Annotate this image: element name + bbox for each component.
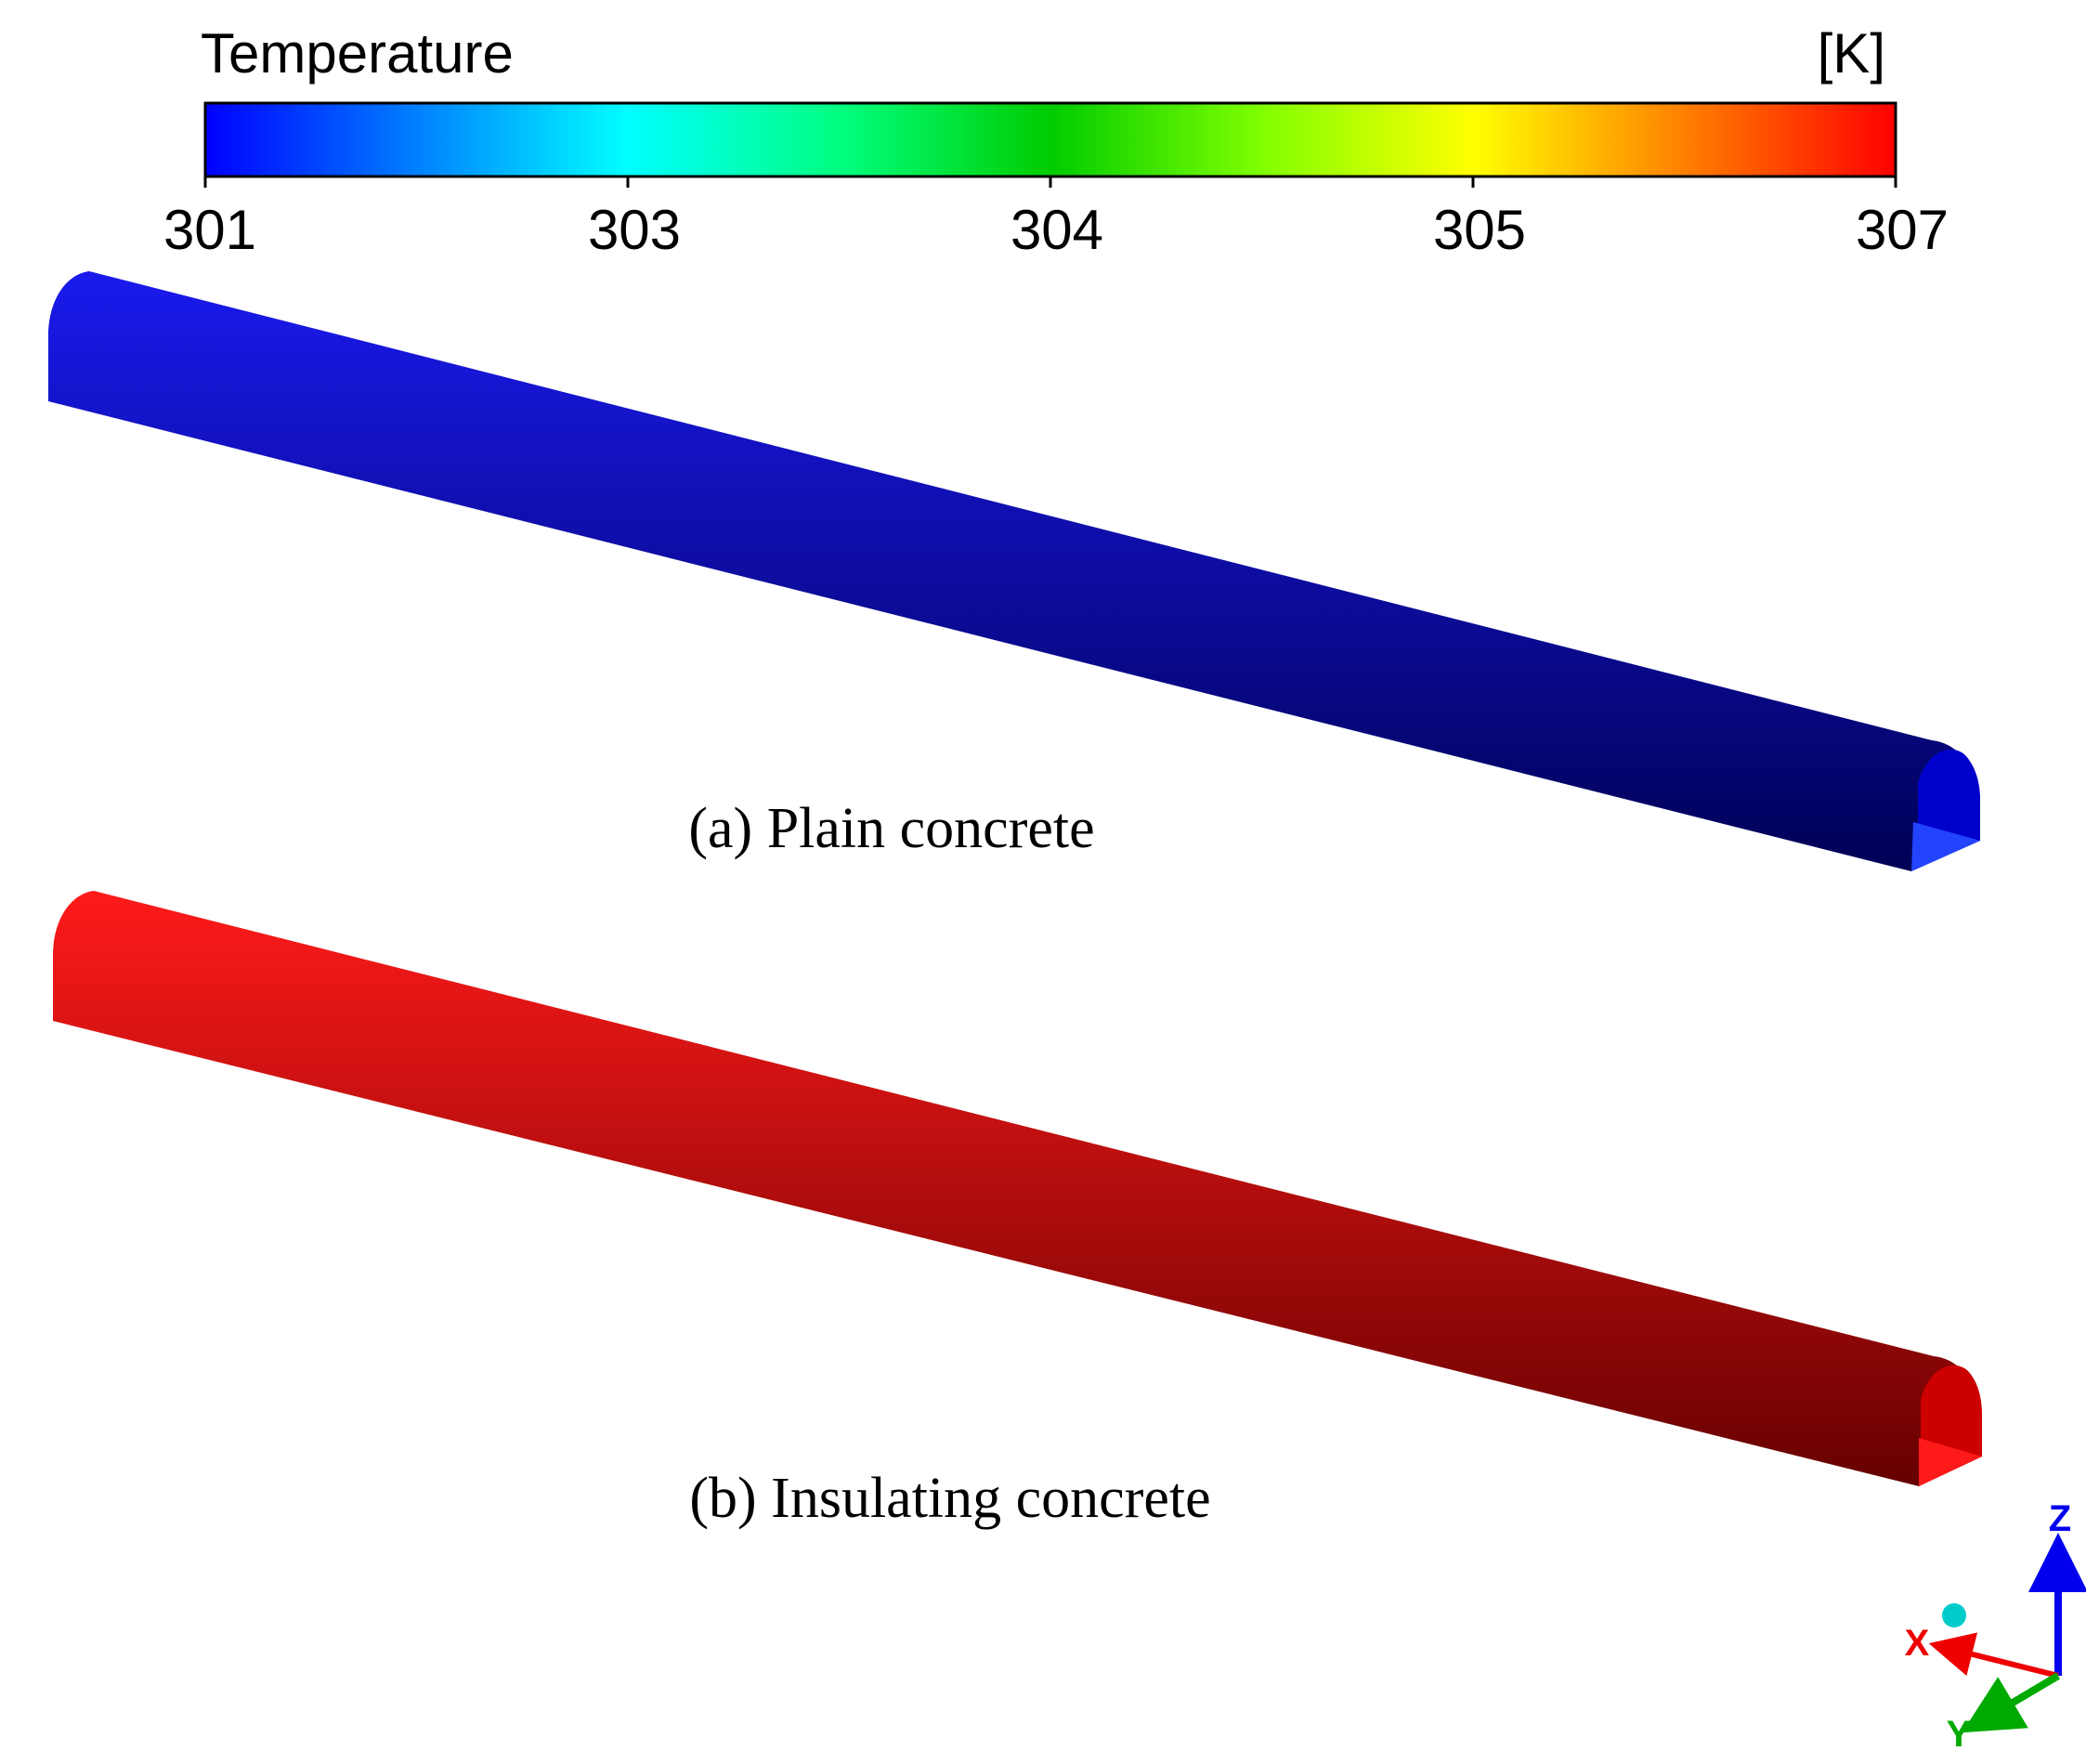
triad-x-sphere: [1958, 1639, 1973, 1653]
caption-insulating-concrete: (b) Insulating concrete: [689, 1467, 1210, 1530]
triad-origin-sphere: [1942, 1603, 1966, 1627]
legend-color-bar: [203, 101, 1897, 178]
tunnel-b-end-floor: [1919, 1438, 1982, 1486]
caption-plain-concrete: (a) Plain concrete: [688, 797, 1094, 860]
z-axis-label: Z: [2049, 1498, 2071, 1539]
tunnel-a-end-floor: [1911, 822, 1980, 871]
legend-tick-label: 304: [1010, 199, 1103, 261]
legend-tick-label: 305: [1433, 199, 1526, 261]
y-axis-label: Y: [1947, 1714, 1972, 1755]
legend-tick-label: 307: [1856, 199, 1949, 261]
legend-tick-label: 301: [163, 199, 256, 261]
axes-triad: Z X Y: [1905, 1498, 2086, 1755]
tunnel-b-body: [53, 891, 1982, 1486]
legend-ticks: [203, 176, 1897, 188]
y-axis-arrow: [1962, 1672, 2061, 1733]
tunnel-plain-concrete: (a) Plain concrete: [48, 271, 1980, 871]
tunnel-insulating-concrete: (b) Insulating concrete: [53, 891, 1982, 1530]
legend-title: Temperature: [201, 22, 514, 85]
legend-unit: [K]: [1818, 22, 1885, 85]
x-axis-label: X: [1905, 1623, 1930, 1664]
x-axis-arrow: [1928, 1632, 2059, 1679]
color-legend: Temperature [K] 301 303 304 305 307: [163, 22, 1949, 261]
tunnel-a-end-wall: [1918, 749, 1980, 841]
tunnel-a-body: [48, 271, 1980, 871]
legend-tick-label: 303: [588, 199, 681, 261]
tunnel-b-end-wall: [1921, 1365, 1982, 1457]
